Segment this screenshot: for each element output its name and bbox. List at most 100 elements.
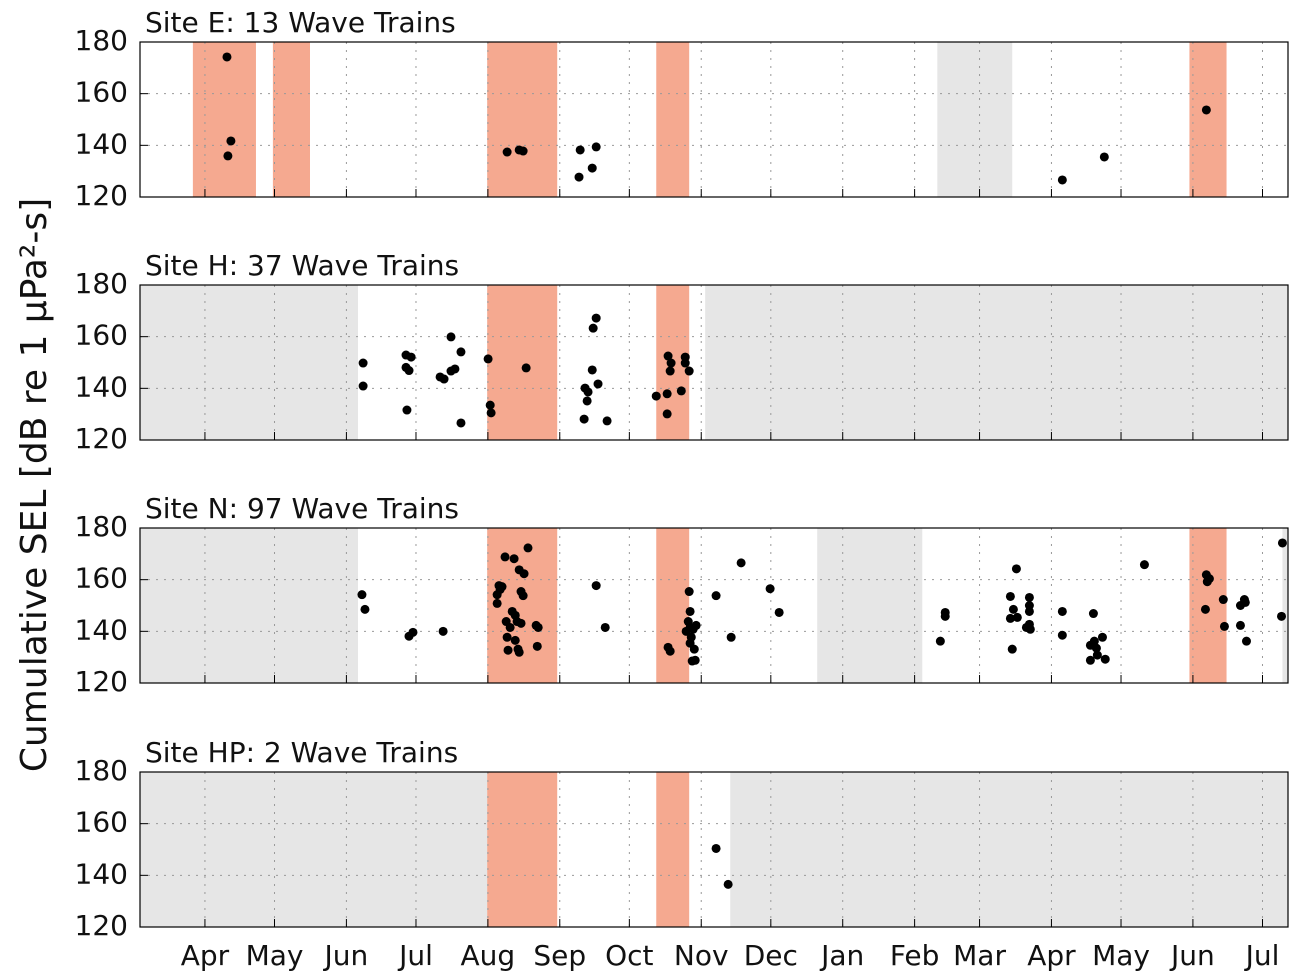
point [600,622,610,632]
point [510,635,520,645]
point [602,416,612,426]
y-tick-label: 120 [75,422,128,455]
shaded-period [817,528,923,683]
shaded-period [140,772,488,927]
point [226,136,236,146]
point [587,365,597,375]
shaded-period [487,285,558,440]
shaded-period [937,42,1013,197]
point [711,591,721,601]
point [680,358,690,368]
point [223,151,233,161]
shaded-period [272,42,310,197]
point [439,374,449,384]
point [681,626,691,636]
shaded-period [1189,528,1227,683]
point [1204,574,1214,584]
y-tick-label: 140 [75,613,128,646]
point [685,606,695,616]
point [1057,606,1067,616]
point [360,604,370,614]
point [1277,611,1287,621]
shaded-period [730,772,1288,927]
point [518,591,528,601]
x-tick-label: Jul [1244,939,1280,972]
panel-title: Site H: 37 Wave Trains [145,249,459,282]
point [1012,612,1022,622]
shaded-period [487,772,558,927]
point [665,646,675,656]
point [523,543,533,553]
point [689,644,699,654]
point [574,172,584,182]
panel-title: Site N: 97 Wave Trains [145,492,459,525]
x-tick-label: Mar [953,939,1006,972]
point [406,352,416,362]
shaded-period [1189,42,1227,197]
point [579,414,589,424]
point [1057,175,1067,185]
point [726,632,736,642]
x-tick-label: Apr [1027,939,1076,972]
panel-title: Site E: 13 Wave Trains [145,6,456,39]
point [521,363,531,373]
y-tick-label: 160 [75,76,128,109]
point [404,366,414,376]
point [591,313,601,323]
point [1057,630,1067,640]
point [582,396,592,406]
x-tick-label: Aug [461,939,516,972]
shaded-period [192,42,256,197]
shaded-period [1282,528,1288,683]
x-tick-label: Nov [674,939,729,972]
shaded-period [140,528,359,683]
shaded-period [140,285,359,440]
point [723,879,733,889]
point [593,379,603,389]
plot-area [140,42,1288,197]
shaded-period [487,42,558,197]
point [1240,597,1250,607]
point [1100,654,1110,664]
point [1241,636,1251,646]
point [358,381,368,391]
point [1091,643,1101,653]
point [408,627,418,637]
y-tick-label: 140 [75,370,128,403]
point [575,145,585,155]
y-tick-label: 160 [75,806,128,839]
y-tick-label: 120 [75,909,128,942]
shaded-period [705,285,1288,440]
point [774,607,784,617]
point [691,620,701,630]
shaded-period [656,772,690,927]
point [358,358,368,368]
point [591,581,601,591]
point [456,347,466,357]
point [736,558,746,568]
y-tick-label: 180 [75,754,128,787]
y-tick-label: 140 [75,857,128,890]
point [1011,564,1021,574]
point [514,647,524,657]
y-tick-label: 160 [75,319,128,352]
point [1025,624,1035,634]
x-tick-label: Oct [605,939,653,972]
point [935,636,945,646]
point [1218,595,1228,605]
point [357,590,367,600]
y-tick-label: 120 [75,665,128,698]
x-tick-label: Jun [1169,939,1215,972]
y-tick-label: 180 [75,267,128,300]
plot-border [139,41,1289,198]
point [1277,538,1287,548]
point [450,364,460,374]
plot-border [139,284,1289,441]
point [483,354,493,364]
plot-border [139,771,1289,928]
point [666,358,676,368]
point [765,584,775,594]
point [1008,604,1018,614]
y-tick-label: 160 [75,562,128,595]
